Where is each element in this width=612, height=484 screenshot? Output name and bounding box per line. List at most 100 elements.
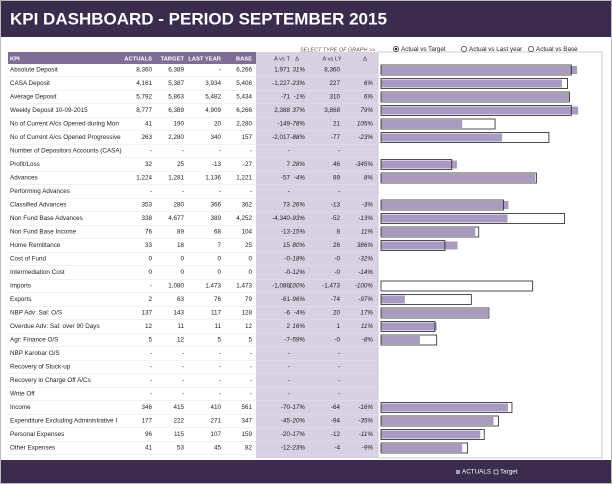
cell: 1 xyxy=(336,323,340,330)
cell: 6,389 xyxy=(168,107,184,114)
cell: 33 xyxy=(145,242,153,249)
cell: Overdue Adv: Sal: over 90 Days xyxy=(10,323,100,330)
cell: 6% xyxy=(364,94,374,101)
graph-option[interactable]: Actual vs Target xyxy=(401,46,446,53)
cell: 5,387 xyxy=(168,80,184,87)
target-bar xyxy=(380,213,565,224)
target-bar xyxy=(380,294,472,305)
cell: -12% xyxy=(290,269,305,276)
actual-bar xyxy=(381,417,494,425)
graph-area xyxy=(377,51,603,459)
actual-bar xyxy=(381,295,405,304)
cell: -1,473 xyxy=(322,283,340,290)
cell: - xyxy=(250,148,252,155)
cell: 96 xyxy=(145,431,153,438)
actual-bar xyxy=(381,444,463,452)
cell: 340 xyxy=(210,134,221,141)
cell: 12 xyxy=(177,337,185,344)
cell: 117 xyxy=(211,310,222,317)
graph-radio[interactable] xyxy=(461,46,467,52)
cell: CASA Deposit xyxy=(10,80,50,87)
cell: 104 xyxy=(241,229,252,236)
cell: -13 xyxy=(331,202,341,209)
cell: 4,909 xyxy=(205,107,221,114)
cell: -13 xyxy=(212,161,222,168)
cell: 41 xyxy=(145,445,153,452)
target-bar xyxy=(380,78,568,89)
cell: 73 xyxy=(283,202,291,209)
cell: -100% xyxy=(355,283,374,290)
cell: -96% xyxy=(290,296,305,303)
target-bar xyxy=(380,334,438,346)
cell: - xyxy=(219,350,221,357)
cell: - xyxy=(338,188,340,195)
cell: - xyxy=(338,148,340,155)
actual-bar xyxy=(381,403,509,412)
cell: -78% xyxy=(290,121,305,128)
cell: 190 xyxy=(173,121,184,128)
cell: -94 xyxy=(331,418,341,425)
header-band xyxy=(8,52,256,64)
column-header: TARGET xyxy=(161,57,185,63)
cell: 3,868 xyxy=(324,107,340,114)
actual-bar xyxy=(381,430,481,439)
cell: - xyxy=(338,377,340,384)
cell: -97% xyxy=(358,296,373,303)
cell: -8% xyxy=(362,337,374,344)
legend-label: ACTUALS xyxy=(462,469,491,476)
cell: Other Expenses xyxy=(10,445,55,452)
cell: Expenditure Excluding Administrative I xyxy=(10,418,117,425)
cell: -11% xyxy=(359,431,374,438)
cell: -23% xyxy=(290,80,305,87)
cell: Recovery in Charge Off A/Cs xyxy=(10,377,91,384)
cell: -12 xyxy=(281,445,291,452)
cell: - xyxy=(150,188,152,195)
cell: 6,266 xyxy=(236,107,252,114)
cell: Number of Depositors Accounts (CASA) xyxy=(10,148,122,155)
cell: 26 xyxy=(333,242,341,249)
cell: 6% xyxy=(364,80,374,87)
cell: 1,281 xyxy=(168,175,184,182)
cell: - xyxy=(182,377,184,384)
actual-bar xyxy=(381,79,562,88)
graph-option[interactable]: Actual vs Base xyxy=(536,46,578,53)
cell: - xyxy=(219,67,221,74)
cell: - xyxy=(250,391,252,398)
cell: 0 xyxy=(148,256,152,263)
cell: 5 xyxy=(148,337,152,344)
cell: -17% xyxy=(290,404,305,411)
cell: 3,934 xyxy=(205,80,221,87)
cell: 18 xyxy=(177,242,185,249)
cell: 15 xyxy=(283,242,291,249)
column-header: Δ xyxy=(363,57,367,63)
cell: -1,080 xyxy=(272,283,290,290)
cell: 386% xyxy=(357,242,374,249)
cell: 4,161 xyxy=(136,80,152,87)
cell: 8,777 xyxy=(136,107,152,114)
cell: -52 xyxy=(331,215,341,222)
cell: 8,360 xyxy=(136,67,152,74)
cell: 11 xyxy=(214,323,221,330)
actual-bar xyxy=(381,93,570,101)
cell: -74 xyxy=(331,296,341,303)
legend-label: Target xyxy=(500,469,518,476)
cell: 1,473 xyxy=(205,283,221,290)
graph-option[interactable]: Actual vs Last year xyxy=(469,46,522,53)
cell: - xyxy=(150,350,152,357)
cell: 79 xyxy=(245,296,253,303)
cell: Recovery of Stuck-up xyxy=(10,364,71,371)
footer-bar xyxy=(1,460,611,483)
cell: -17% xyxy=(290,431,305,438)
cell: 25 xyxy=(245,242,253,249)
cell: 1,971 xyxy=(274,67,290,74)
cell: 46 xyxy=(333,161,341,168)
target-bar xyxy=(380,429,485,440)
graph-radio[interactable] xyxy=(528,46,534,52)
cell: 79% xyxy=(360,107,373,114)
cell: 0 xyxy=(148,269,152,276)
cell: - xyxy=(250,350,252,357)
cell: - xyxy=(219,377,221,384)
cell: -93% xyxy=(290,215,305,222)
cell: 53 xyxy=(177,445,185,452)
cell: - xyxy=(219,391,221,398)
